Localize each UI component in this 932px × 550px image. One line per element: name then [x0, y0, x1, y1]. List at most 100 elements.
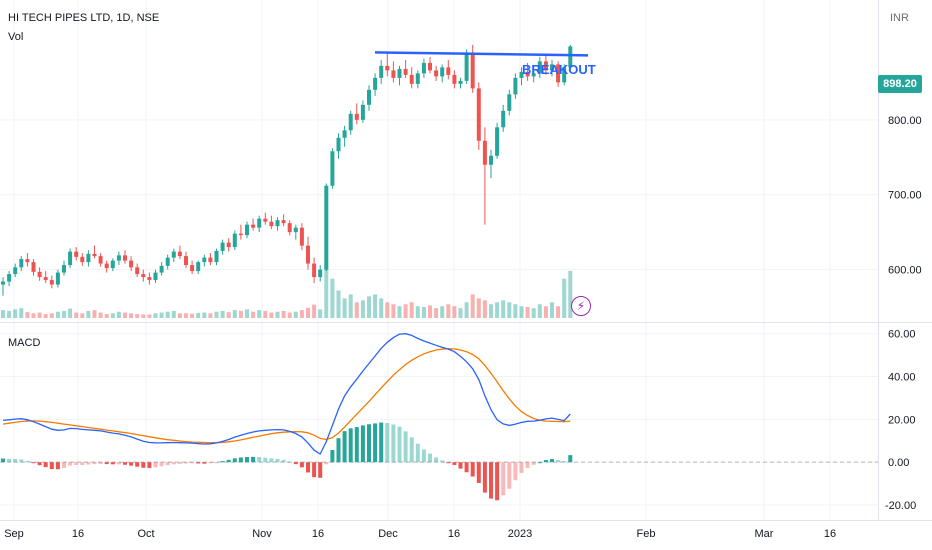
time-tick-label: 2023 — [508, 528, 532, 540]
volume-bar — [25, 312, 30, 318]
candle — [464, 49, 469, 84]
price-tick-label: 700.00 — [888, 190, 922, 202]
candle-body — [281, 220, 286, 224]
volume-bar — [196, 312, 201, 318]
histogram-bar — [385, 422, 390, 463]
candle — [86, 250, 91, 267]
histogram-bar — [342, 431, 347, 463]
candle — [568, 44, 573, 72]
candle — [123, 250, 127, 264]
candle — [43, 271, 48, 284]
histogram-bar — [269, 458, 274, 463]
volume-bar — [519, 306, 524, 318]
candle — [421, 58, 426, 78]
candle — [537, 56, 542, 78]
candle-body — [269, 221, 274, 227]
histogram-bar — [568, 455, 573, 463]
candle-body — [86, 253, 91, 263]
volume-bar — [86, 310, 91, 318]
candle-body — [415, 73, 420, 84]
candle — [281, 214, 286, 227]
candle-body — [263, 218, 268, 222]
volume-bars — [1, 263, 573, 318]
volume-bar — [403, 304, 408, 318]
volume-bar — [360, 300, 365, 318]
candle — [287, 220, 292, 236]
histogram-bar — [507, 462, 512, 489]
candle — [385, 52, 390, 77]
candle — [495, 122, 500, 159]
histogram-bar — [421, 449, 426, 463]
histogram-bar — [562, 461, 567, 463]
volume-bar — [373, 294, 378, 318]
volume-bar — [7, 310, 12, 318]
candle-body — [482, 140, 487, 165]
candle-body — [31, 262, 36, 272]
histogram-bar — [153, 462, 158, 468]
candle — [434, 65, 439, 81]
histogram-bar — [202, 462, 207, 464]
histogram-bar — [171, 462, 176, 465]
candle — [196, 260, 201, 275]
candle — [104, 260, 109, 273]
histogram-bar — [312, 462, 317, 478]
candle — [397, 65, 402, 86]
candle-body — [37, 271, 42, 278]
time-tick-label: Nov — [252, 528, 272, 540]
histogram-bar — [409, 437, 414, 463]
candle-body — [428, 62, 432, 71]
candle-body — [562, 67, 567, 83]
histogram-bar — [525, 462, 530, 468]
candle-body — [446, 67, 451, 75]
candle — [556, 61, 561, 87]
candle-body — [287, 223, 292, 233]
candle-body — [147, 277, 152, 281]
volume-bar — [562, 278, 567, 318]
candle — [403, 59, 408, 78]
volume-bar — [421, 307, 426, 318]
histogram-bar — [440, 460, 445, 463]
candle — [324, 183, 329, 272]
candle — [348, 110, 353, 135]
histogram-bar — [159, 462, 164, 467]
candle-body — [74, 251, 79, 257]
candle-body — [171, 251, 176, 258]
histogram-bar — [299, 462, 304, 468]
candle — [379, 59, 384, 84]
volume-bar — [74, 312, 79, 318]
histogram-bar — [257, 457, 262, 463]
histogram-bar — [232, 458, 237, 463]
volume-bar — [354, 302, 359, 318]
macd-tick-labels: -20.00 0.00 20.00 40.00 60.00 — [885, 329, 916, 512]
histogram-bar — [501, 462, 506, 496]
candle — [550, 59, 554, 77]
candle-body — [1, 281, 5, 285]
candle-body — [177, 251, 182, 257]
candle-body — [190, 265, 195, 272]
volume-bar — [379, 298, 384, 318]
candle — [531, 70, 536, 83]
time-tick-label: Dec — [378, 528, 398, 540]
volume-bar — [214, 311, 219, 318]
time-tick-label: Mar — [755, 528, 774, 540]
candle — [232, 230, 237, 251]
candle — [415, 70, 420, 89]
volume-bar — [556, 306, 561, 318]
candle — [257, 215, 262, 233]
lightning-icon[interactable]: ⚡ — [571, 296, 591, 316]
histogram-bar — [74, 462, 79, 465]
histogram-bar — [19, 459, 24, 463]
candle-body — [458, 80, 463, 84]
candle-body — [123, 255, 127, 261]
volume-bar — [13, 309, 18, 318]
volume-bar — [165, 311, 170, 318]
candle — [263, 212, 268, 225]
histogram-bar — [415, 443, 420, 463]
histogram-bar — [98, 462, 103, 464]
volume-bar — [80, 313, 85, 318]
candle-body — [360, 104, 365, 120]
time-tick-label: 16 — [72, 528, 84, 540]
candle-body — [519, 71, 524, 78]
histogram-bar — [165, 462, 170, 466]
breakout-annotation: BREAKOUT — [522, 62, 596, 77]
